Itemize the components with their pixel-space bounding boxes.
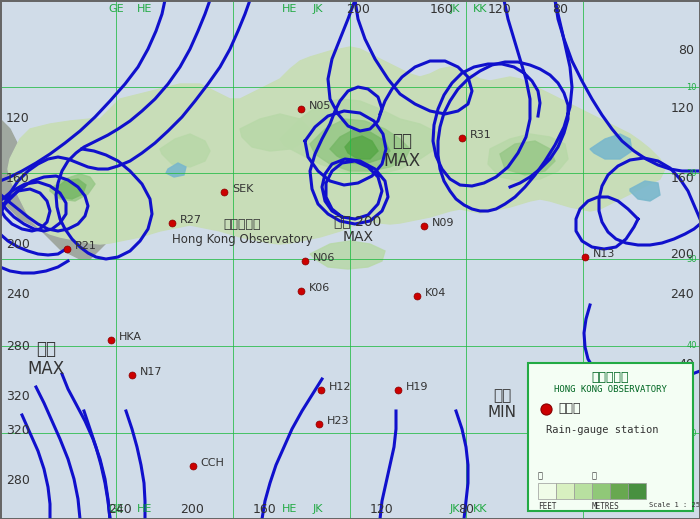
- Text: JK: JK: [313, 4, 323, 14]
- Text: CCH: CCH: [200, 458, 225, 468]
- Text: 30: 30: [687, 254, 697, 264]
- Text: 尺: 尺: [538, 471, 543, 480]
- Text: Rain-gauge station: Rain-gauge station: [546, 425, 659, 435]
- Polygon shape: [0, 0, 130, 259]
- Text: HONG KONG OBSERVATORY: HONG KONG OBSERVATORY: [554, 385, 667, 394]
- Text: GE: GE: [108, 4, 124, 14]
- Bar: [528, 363, 693, 511]
- Text: KK: KK: [473, 504, 487, 514]
- Text: 10: 10: [687, 83, 697, 91]
- Text: 香港天文台: 香港天文台: [223, 217, 260, 230]
- Polygon shape: [330, 129, 390, 164]
- Polygon shape: [55, 179, 86, 199]
- Text: HE: HE: [282, 4, 298, 14]
- Text: 120: 120: [6, 113, 29, 126]
- Text: H12: H12: [328, 383, 351, 392]
- Polygon shape: [280, 99, 440, 174]
- Text: GE: GE: [108, 504, 124, 514]
- Text: 80: 80: [552, 3, 568, 16]
- Text: 120: 120: [370, 503, 394, 516]
- Bar: [610, 483, 628, 499]
- Text: JK: JK: [313, 504, 323, 514]
- Polygon shape: [310, 119, 410, 171]
- Text: SEK: SEK: [232, 184, 253, 194]
- Text: R27: R27: [179, 215, 202, 225]
- Text: 160: 160: [6, 172, 29, 185]
- Text: H19: H19: [405, 383, 428, 392]
- Bar: [556, 483, 574, 499]
- Text: JK: JK: [449, 4, 461, 14]
- Text: R21: R21: [74, 241, 97, 251]
- Text: 40: 40: [678, 358, 694, 371]
- Text: N06: N06: [312, 253, 335, 263]
- Text: 200: 200: [6, 238, 30, 251]
- Text: N17: N17: [139, 367, 162, 377]
- Text: METRES: METRES: [592, 502, 620, 511]
- Text: 240: 240: [6, 288, 29, 301]
- Text: 最低
MIN: 最低 MIN: [487, 388, 517, 420]
- Bar: [592, 483, 610, 499]
- Text: 香港天文台: 香港天文台: [592, 371, 629, 384]
- Text: FEET: FEET: [538, 502, 557, 511]
- Text: 320: 320: [6, 425, 29, 438]
- Text: 240: 240: [671, 288, 694, 301]
- Text: 120: 120: [488, 3, 512, 16]
- Text: 最高
MAX: 最高 MAX: [384, 132, 421, 170]
- Polygon shape: [166, 163, 186, 177]
- Text: 240: 240: [108, 503, 132, 516]
- Polygon shape: [488, 134, 568, 181]
- Text: K04: K04: [424, 288, 446, 298]
- Text: 最高
MAX: 最高 MAX: [27, 339, 64, 378]
- Text: 200: 200: [346, 3, 370, 16]
- Text: K06: K06: [309, 283, 330, 293]
- Polygon shape: [590, 134, 632, 159]
- Text: N09: N09: [431, 218, 454, 228]
- Text: 200: 200: [180, 503, 204, 516]
- Polygon shape: [310, 241, 385, 269]
- Polygon shape: [240, 114, 310, 151]
- Text: Hong Kong Observatory: Hong Kong Observatory: [172, 233, 312, 245]
- Text: HE: HE: [282, 504, 298, 514]
- Bar: [574, 483, 592, 499]
- Text: HKA: HKA: [118, 332, 141, 342]
- Text: R31: R31: [470, 130, 491, 140]
- Text: 20: 20: [687, 169, 697, 177]
- Text: 200: 200: [670, 248, 694, 261]
- Text: 最高 200
MAX: 最高 200 MAX: [335, 214, 382, 244]
- Polygon shape: [500, 141, 555, 175]
- Text: H23: H23: [326, 416, 349, 426]
- Text: 50: 50: [687, 429, 697, 438]
- Text: 160: 160: [430, 3, 454, 16]
- Text: 120: 120: [671, 102, 694, 116]
- Text: 40: 40: [678, 460, 694, 473]
- Text: HE: HE: [137, 4, 153, 14]
- Text: 米: 米: [592, 471, 597, 480]
- Polygon shape: [8, 47, 665, 244]
- Text: Scale 1 : 250 000: Scale 1 : 250 000: [649, 502, 700, 508]
- Polygon shape: [630, 181, 660, 201]
- Text: JK: JK: [449, 504, 461, 514]
- Text: HE: HE: [137, 504, 153, 514]
- Text: 雨量站: 雨量站: [558, 403, 580, 416]
- Polygon shape: [160, 134, 210, 167]
- Text: 160: 160: [253, 503, 277, 516]
- Text: 320: 320: [6, 390, 29, 403]
- Text: 80: 80: [678, 45, 694, 58]
- Polygon shape: [50, 174, 95, 201]
- Bar: [628, 483, 646, 499]
- Text: 40: 40: [687, 342, 697, 350]
- Text: KK: KK: [473, 4, 487, 14]
- Text: 160: 160: [671, 172, 694, 185]
- Text: N05: N05: [309, 101, 331, 111]
- Bar: [538, 483, 556, 499]
- Text: N13: N13: [592, 249, 615, 259]
- Polygon shape: [345, 136, 378, 159]
- Text: 280: 280: [6, 474, 30, 487]
- Text: 280: 280: [6, 340, 30, 353]
- Text: 80: 80: [458, 503, 474, 516]
